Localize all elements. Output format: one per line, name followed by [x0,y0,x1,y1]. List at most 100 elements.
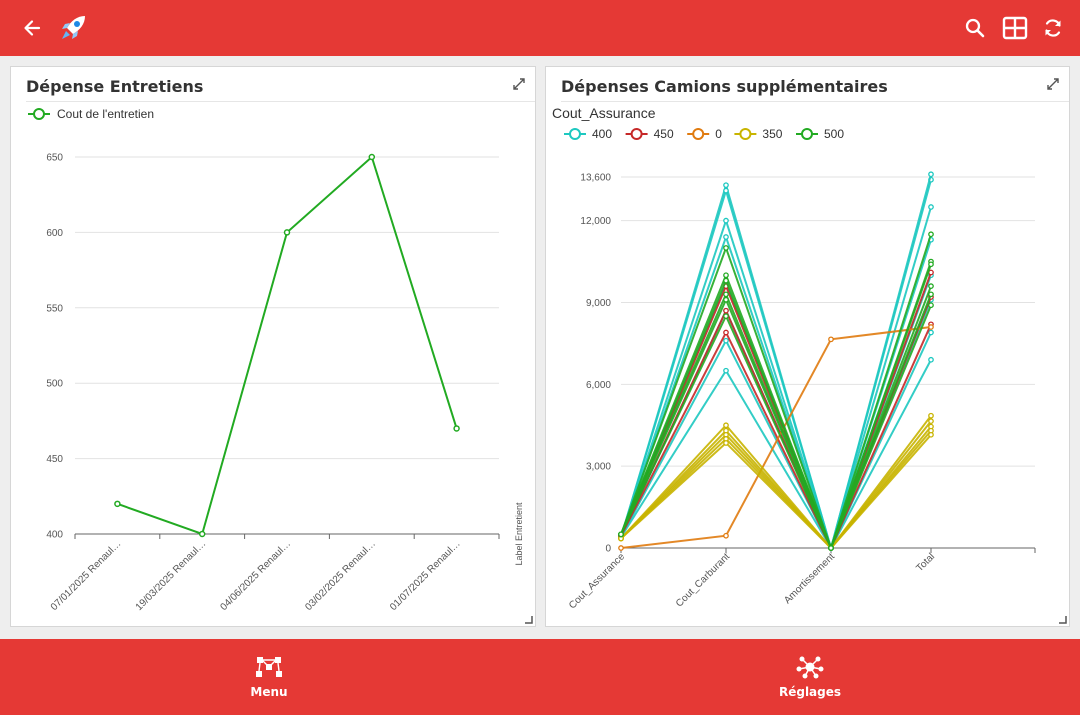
extra-truck-expenses-card: Dépenses Camions supplémentaires Cout_As… [545,66,1070,627]
data-point [723,277,729,284]
y-tick-label: 550 [46,303,63,314]
legend-label: 500 [824,127,844,141]
rocket-icon [62,16,85,39]
y-tick-label: 600 [46,228,63,239]
series-line [620,323,932,551]
data-point [723,217,729,224]
axis-label: Label Entretient [514,502,524,566]
data-point [723,234,729,240]
data-point [114,500,121,508]
data-point [723,307,729,314]
app-logo [55,0,91,56]
y-tick-label: 0 [605,544,611,555]
divider [561,101,1069,102]
x-tick-label: 03/02/2025 Renaul… [303,538,378,613]
legend-label: 0 [715,127,722,141]
series-line [620,293,932,551]
layout-button[interactable] [998,0,1032,56]
data-point [723,187,729,194]
x-tick-label: 19/03/2025 Renaul… [134,538,209,613]
nav-settings-label: Réglages [778,685,842,699]
legend-marker [692,128,705,140]
x-tick-label: Amortissement [782,551,837,606]
legend-title: Cout_Assurance [552,105,656,121]
data-point [723,296,729,303]
series-line [117,155,458,536]
nav-menu[interactable]: Menu [209,639,329,715]
data-point [928,418,934,425]
data-point [928,329,934,336]
resize-handle-icon[interactable] [1059,616,1067,624]
data-point [928,231,934,238]
top-toolbar [0,0,1080,56]
y-tick-label: 450 [46,454,63,465]
data-point [928,324,934,330]
grid-layout-icon [1002,16,1028,40]
expand-icon[interactable] [1045,76,1061,92]
workflow-icon [256,657,282,677]
data-point [198,530,206,538]
nav-settings[interactable]: Réglages [750,639,870,715]
data-point [828,545,834,551]
series-line [620,285,932,551]
data-point [723,329,729,336]
card-title: Dépense Entretiens [26,77,204,96]
series-line [620,430,932,550]
data-point [723,313,729,319]
search-button[interactable] [960,0,990,56]
data-point [928,291,934,298]
expand-icon[interactable] [511,76,527,92]
chart-legend: Cout de l'entretien [28,107,154,121]
divider [26,101,535,102]
data-point [453,425,460,432]
card-title: Dépenses Camions supplémentaires [561,77,888,96]
resize-handle-icon[interactable] [525,616,533,624]
legend-marker [801,128,813,140]
series-line [620,359,932,551]
series-line [620,420,932,550]
legend-marker [569,128,581,140]
legend-marker [33,108,45,120]
parallel-coordinates-chart: Cout_Assurance 400 450 0 350 500 0 3,000 6,000 9,… [552,105,1036,611]
data-point [368,153,376,161]
series-line [620,206,932,552]
x-tick-label: 07/01/2025 Renaul… [49,538,124,613]
refresh-button[interactable] [1038,0,1068,56]
y-tick-label: 6,000 [586,380,611,391]
refresh-icon [1045,19,1061,37]
data-point [928,302,934,309]
network-icon [796,656,824,679]
y-tick-label: 12,000 [580,216,611,227]
legend-marker [630,128,643,140]
series-line [620,263,932,551]
back-button[interactable] [14,0,50,56]
data-point [723,367,729,374]
data-point [723,532,729,539]
data-point [928,171,934,178]
data-point [928,431,934,438]
maintenance-line-chart: Cout de l'entretien 400 450 500 550 600 650 07/… [28,107,524,613]
data-point [928,261,934,268]
data-point [723,422,729,429]
legend-marker [739,128,752,140]
series-line [620,425,932,550]
data-point [723,272,729,279]
nav-menu-label: Menu [250,685,288,699]
legend-label: 350 [762,127,782,141]
y-tick-label: 500 [46,379,63,390]
data-point [723,440,729,446]
data-point [723,291,729,298]
y-tick-label: 400 [46,530,63,541]
data-point [723,182,729,189]
series-line [620,332,932,551]
chart-legend: 400 450 0 350 500 [564,127,844,141]
data-point [723,337,729,344]
data-point [283,229,291,236]
series-line [620,174,932,552]
series-line [620,233,932,552]
data-point [928,204,934,210]
series-line [620,415,932,550]
search-icon [965,18,985,38]
y-tick-label: 650 [46,153,63,164]
data-point [618,531,624,538]
